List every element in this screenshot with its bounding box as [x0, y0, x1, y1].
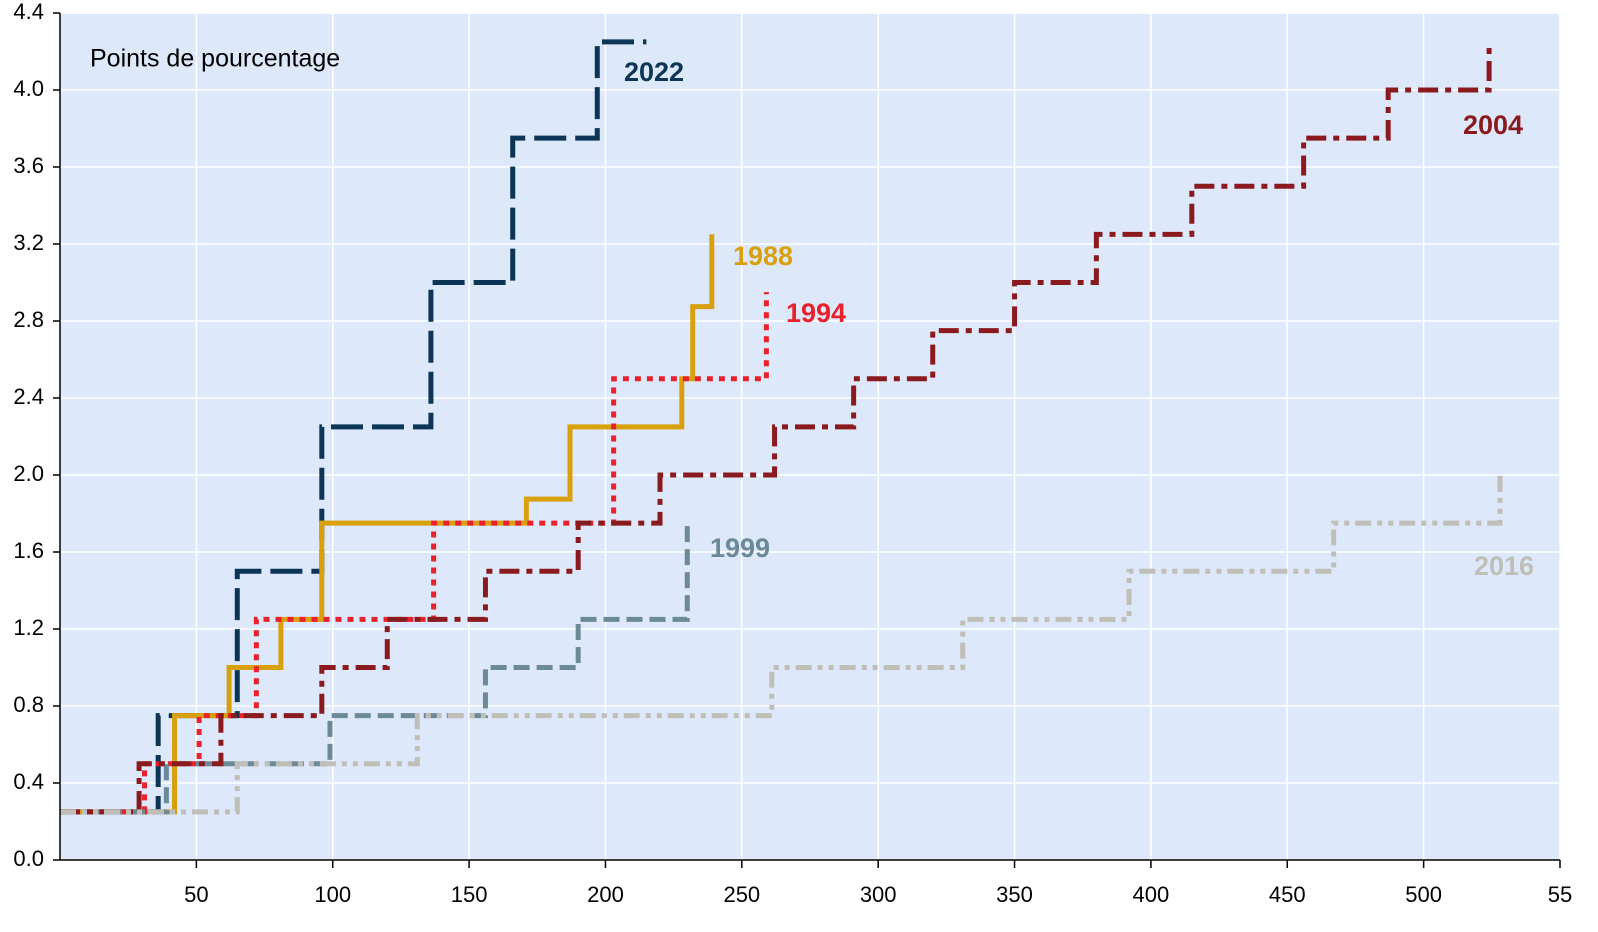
- series-label: 1999: [710, 533, 770, 563]
- y-tick-label: 1.6: [13, 538, 44, 563]
- series-label: 1988: [733, 241, 793, 271]
- series-label: 2004: [1463, 110, 1523, 140]
- series-label: 2016: [1474, 551, 1534, 581]
- annotation: Points de pourcentage: [90, 45, 340, 73]
- x-tick-label: 50: [184, 882, 208, 907]
- series-label: 1994: [786, 298, 846, 328]
- x-tick-label: 350: [996, 882, 1033, 907]
- x-tick-label: 100: [314, 882, 351, 907]
- series-line: [60, 475, 1503, 815]
- y-tick-label: 2.8: [13, 307, 44, 332]
- y-tick-label: 0.4: [13, 769, 44, 794]
- series-label: 2022: [624, 57, 684, 87]
- x-tick-label: 450: [1269, 882, 1306, 907]
- plot-background: [60, 13, 1560, 860]
- x-tick-label: 200: [587, 882, 624, 907]
- y-tick-label: 3.6: [13, 153, 44, 178]
- x-tick-label: 55: [1548, 882, 1572, 907]
- y-tick-label: 1.2: [13, 615, 44, 640]
- y-tick-label: 3.2: [13, 230, 44, 255]
- y-tick-label: 2.0: [13, 461, 44, 486]
- y-tick-label: 2.4: [13, 384, 44, 409]
- x-tick-label: 300: [860, 882, 897, 907]
- x-tick-label: 400: [1133, 882, 1170, 907]
- y-tick-label: 0.8: [13, 692, 44, 717]
- x-tick-label: 150: [451, 882, 488, 907]
- x-tick-label: 250: [723, 882, 760, 907]
- series-line: [60, 39, 647, 815]
- y-tick-label: 4.0: [13, 76, 44, 101]
- series-line: [60, 41, 1492, 815]
- y-tick-label: 0.0: [13, 846, 44, 871]
- x-tick-label: 500: [1405, 882, 1442, 907]
- y-tick-label: 4.4: [13, 0, 44, 24]
